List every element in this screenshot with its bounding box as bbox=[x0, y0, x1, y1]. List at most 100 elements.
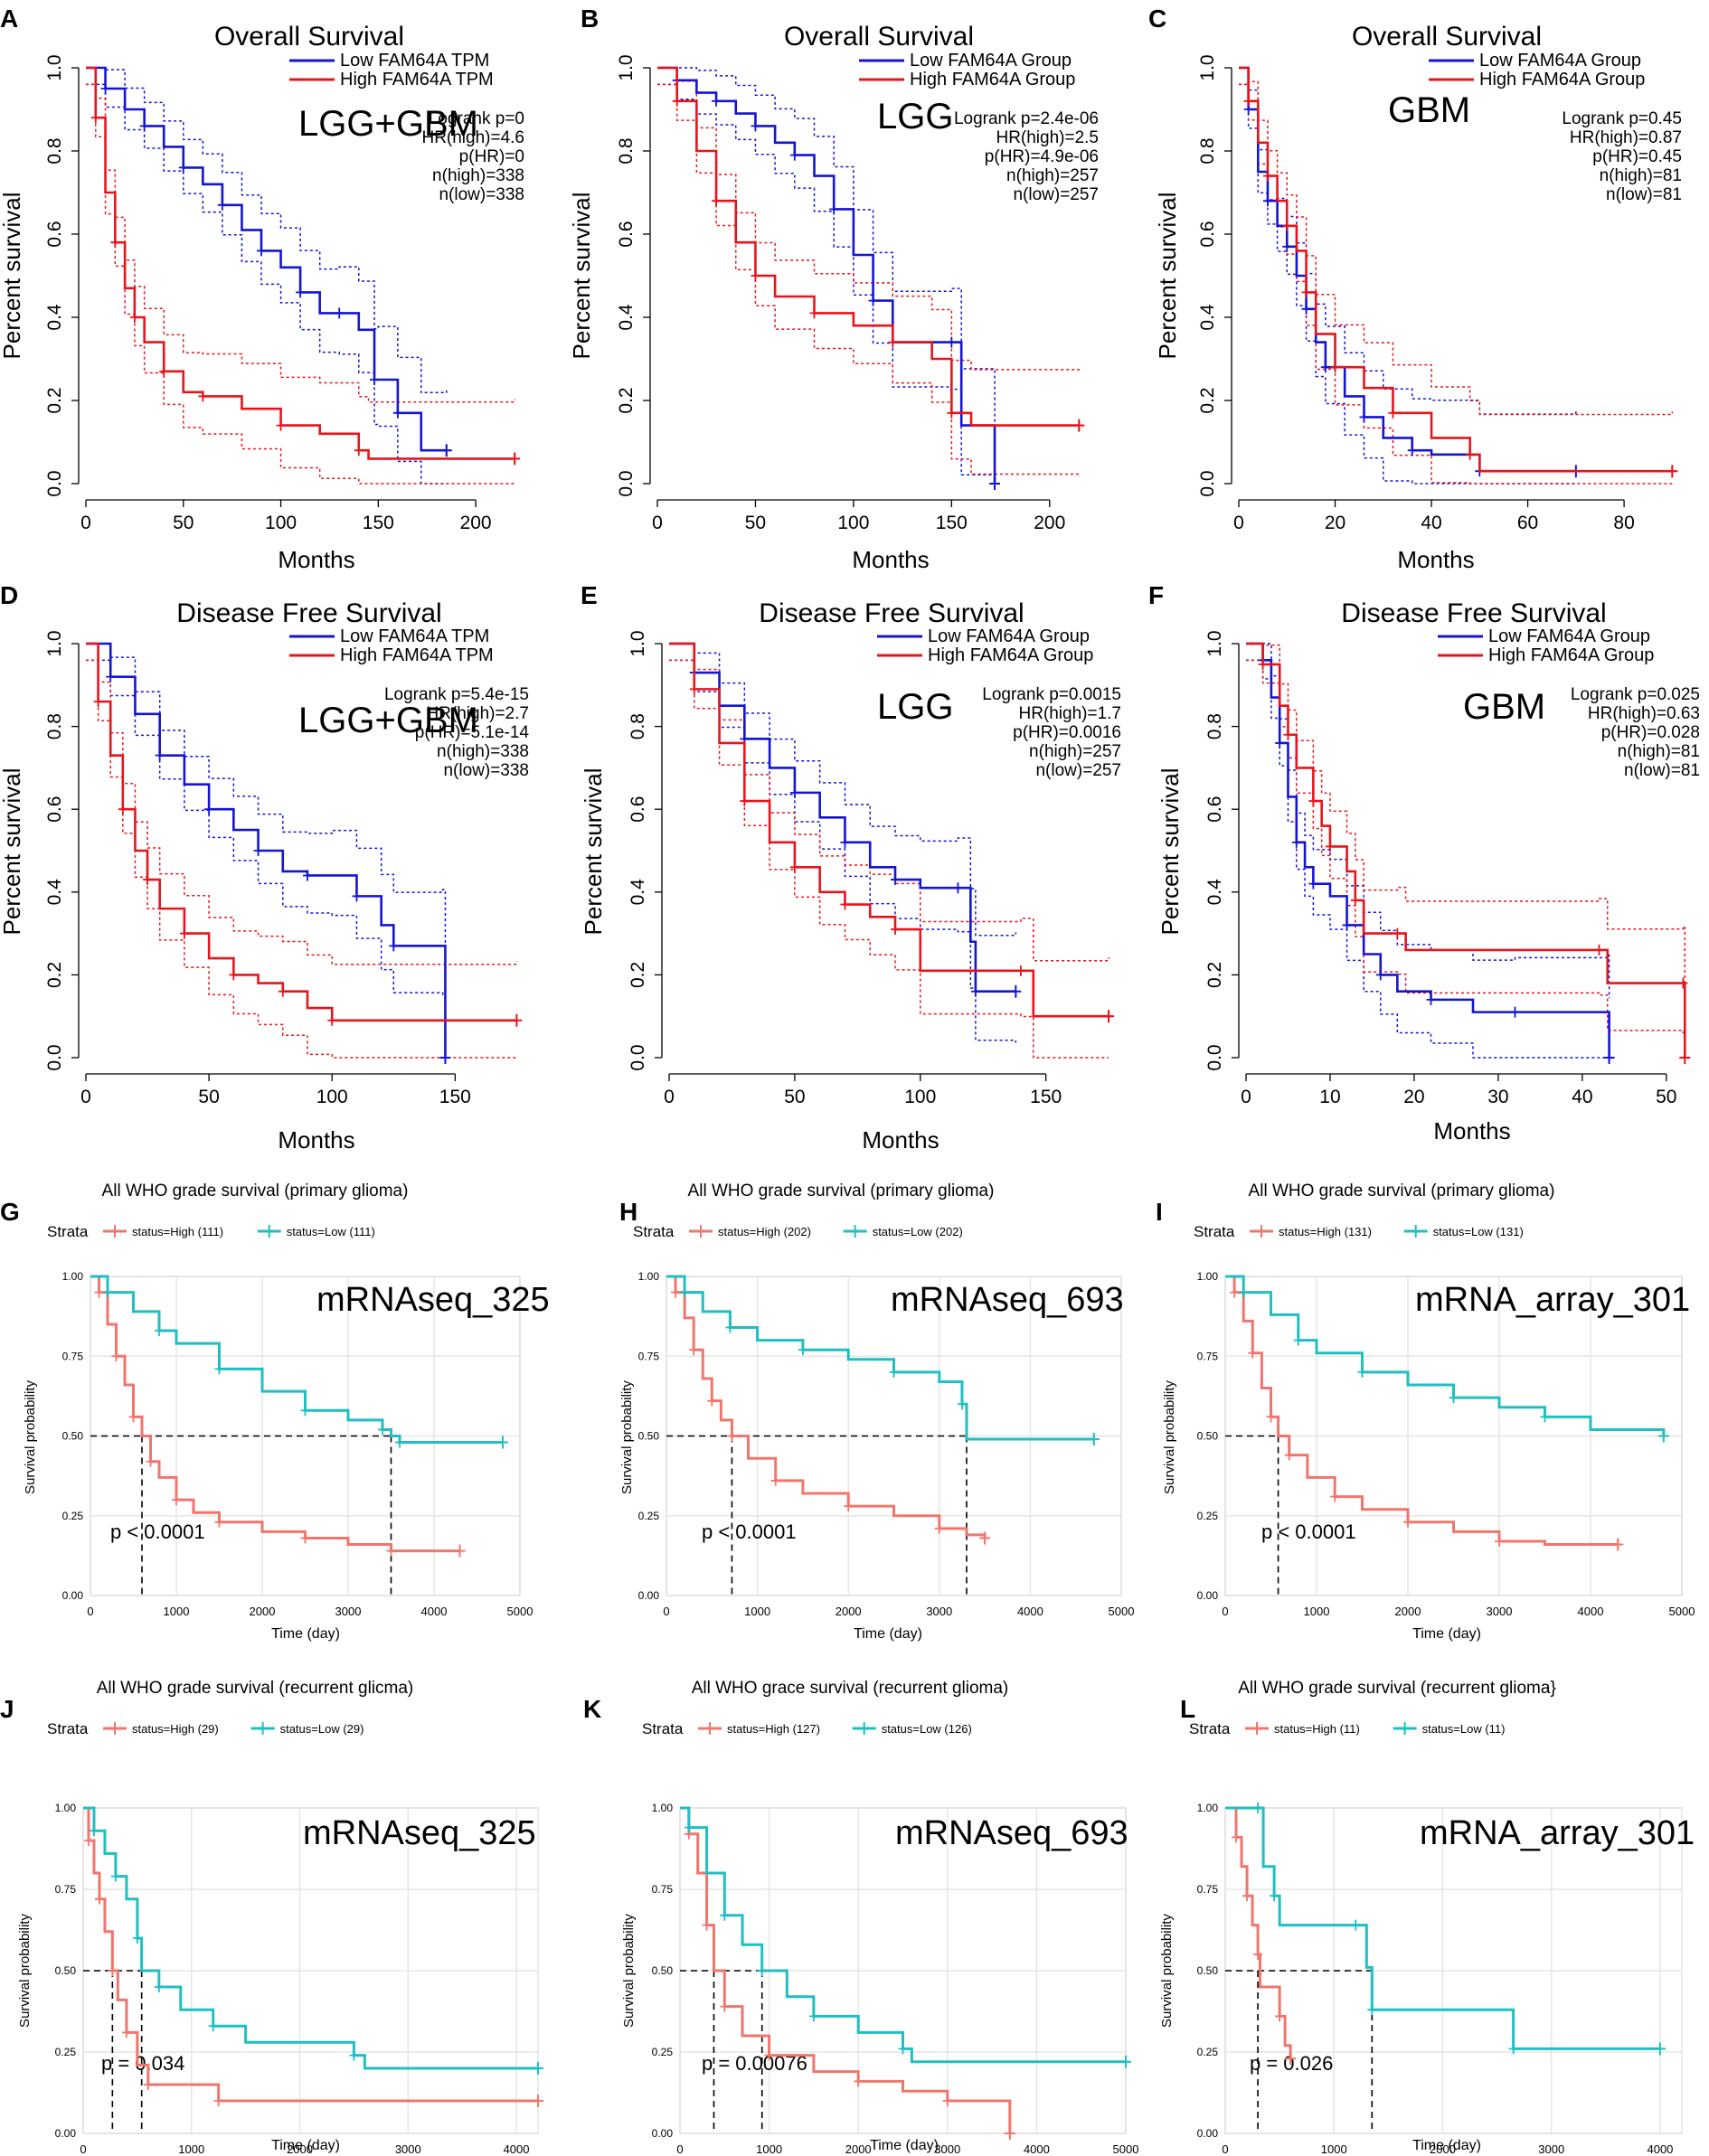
x-tick-label: 80 bbox=[1613, 513, 1634, 533]
censor-mark bbox=[1073, 419, 1085, 432]
x-tick-label: 4000 bbox=[1017, 1605, 1043, 1618]
censor-mark bbox=[1654, 2042, 1666, 2056]
survival-curve bbox=[1246, 642, 1610, 1058]
censor-mark bbox=[1262, 170, 1272, 182]
chart-title: All WHO grade survival (primary glioma) bbox=[102, 1182, 409, 1200]
y-tick-label: 1.0 bbox=[44, 54, 65, 80]
ci-lower-line bbox=[86, 659, 517, 1059]
y-tick-label: 0.2 bbox=[1204, 962, 1225, 988]
censor-mark bbox=[672, 95, 682, 107]
y-tick-label: 0.00 bbox=[55, 2127, 77, 2140]
stat-line: HR(high)=4.6 bbox=[421, 128, 524, 147]
censor-mark bbox=[1679, 1051, 1691, 1064]
x-axis-label: Months bbox=[278, 546, 354, 573]
y-tick-label: 0.00 bbox=[62, 1589, 84, 1602]
chart-title: Disease Free Survival bbox=[759, 598, 1024, 628]
censor-mark bbox=[155, 1325, 164, 1337]
y-tick-label: 0.4 bbox=[1204, 879, 1225, 906]
ci-lower-line bbox=[669, 659, 1017, 1043]
x-tick-label: 0 bbox=[80, 2142, 86, 2156]
cohort-label: GBM bbox=[1388, 90, 1470, 130]
y-tick-label: 0.6 bbox=[628, 796, 648, 823]
y-tick-label: 0.6 bbox=[44, 796, 65, 823]
censor-mark bbox=[1350, 894, 1360, 906]
y-tick-label: 0.6 bbox=[44, 221, 65, 247]
legend-entry: status=High (29) bbox=[132, 1722, 219, 1736]
y-tick-label: 0.50 bbox=[55, 1964, 77, 1977]
panel-letter: A bbox=[0, 5, 18, 33]
cohort-label: GBM bbox=[1463, 687, 1545, 727]
x-tick-label: 60 bbox=[1517, 513, 1538, 533]
survival-curve bbox=[680, 1806, 1012, 2133]
censor-mark bbox=[509, 452, 521, 466]
censor-mark bbox=[751, 270, 760, 281]
x-axis-label: Months bbox=[852, 546, 929, 573]
cohort-label: mRNAseq_325 bbox=[316, 1281, 550, 1319]
ci-lower-line bbox=[86, 83, 447, 485]
x-tick-label: 0 bbox=[652, 513, 663, 533]
censor-mark bbox=[1291, 836, 1301, 848]
cohort-label: LGG+GBM bbox=[298, 701, 478, 740]
censor-mark bbox=[1284, 1449, 1294, 1461]
censor-mark bbox=[1258, 658, 1268, 670]
x-tick-label: 100 bbox=[904, 1087, 936, 1107]
censor-mark bbox=[172, 1494, 181, 1506]
censor-mark bbox=[898, 2043, 908, 2055]
y-tick-label: 0.25 bbox=[638, 1510, 660, 1522]
y-tick-label: 0.25 bbox=[1197, 1510, 1219, 1522]
ci-lower-line bbox=[1239, 83, 1576, 485]
y-axis-label: Percent survival bbox=[1154, 193, 1181, 360]
censor-mark bbox=[702, 1919, 712, 1931]
y-axis-label: Survival probability bbox=[1159, 1914, 1175, 2028]
censor-mark bbox=[1301, 287, 1311, 298]
stat-line: HR(high)=0.63 bbox=[1588, 704, 1700, 723]
x-tick-label: 0 bbox=[1222, 2142, 1228, 2156]
censor-mark bbox=[764, 2049, 774, 2061]
x-tick-label: 50 bbox=[1656, 1087, 1676, 1107]
censor-mark bbox=[100, 83, 110, 94]
stat-line: n(high)=338 bbox=[432, 166, 524, 185]
survival-curve bbox=[669, 642, 1016, 993]
censor-mark bbox=[352, 890, 362, 902]
legend-entry: status=Low (131) bbox=[1433, 1225, 1524, 1238]
chart-title: Overall Survival bbox=[784, 22, 974, 52]
x-tick-label: 1000 bbox=[1321, 2142, 1347, 2156]
legend-entry: Low FAM64A Group bbox=[928, 626, 1090, 646]
legend-title: Strata bbox=[633, 1223, 675, 1240]
censor-mark bbox=[1359, 411, 1369, 423]
censor-mark bbox=[840, 899, 850, 910]
censor-mark bbox=[154, 1982, 164, 1992]
panel-letter: K bbox=[583, 1695, 601, 1723]
ci-upper-line bbox=[1246, 643, 1610, 999]
stat-line: Logrank p=0.0015 bbox=[982, 685, 1121, 704]
stat-line: p(HR)=0.45 bbox=[1592, 147, 1682, 166]
censor-mark bbox=[533, 2095, 543, 2107]
legend-entry: High FAM64A TPM bbox=[340, 70, 494, 89]
censor-mark bbox=[1388, 407, 1398, 419]
censor-mark bbox=[868, 295, 878, 306]
censor-mark bbox=[1603, 1051, 1615, 1064]
x-tick-label: 150 bbox=[1030, 1087, 1062, 1107]
legend-censor-mark bbox=[1251, 1722, 1263, 1735]
x-tick-label: 10 bbox=[1319, 1087, 1340, 1107]
legend-censor-mark bbox=[1409, 1225, 1422, 1238]
legend-entry: status=Low (111) bbox=[287, 1225, 375, 1238]
censor-mark bbox=[809, 307, 819, 319]
censor-mark bbox=[1508, 2043, 1518, 2055]
censor-mark bbox=[300, 1532, 310, 1544]
censor-mark bbox=[1308, 796, 1318, 807]
censor-mark bbox=[303, 870, 312, 881]
censor-mark bbox=[979, 1531, 991, 1545]
censor-mark bbox=[132, 1933, 142, 1944]
panel-letter: D bbox=[0, 581, 18, 609]
censor-mark bbox=[789, 149, 799, 161]
censor-mark bbox=[680, 1286, 690, 1298]
censor-mark bbox=[229, 969, 239, 981]
x-tick-label: 5000 bbox=[1109, 1605, 1135, 1618]
ci-lower-line bbox=[1239, 83, 1673, 485]
legend-censor-mark bbox=[857, 1722, 871, 1735]
x-tick-label: 50 bbox=[198, 1087, 219, 1107]
censor-mark bbox=[257, 245, 266, 257]
x-tick-label: 200 bbox=[460, 513, 492, 533]
y-tick-label: 0.0 bbox=[1204, 1044, 1225, 1070]
